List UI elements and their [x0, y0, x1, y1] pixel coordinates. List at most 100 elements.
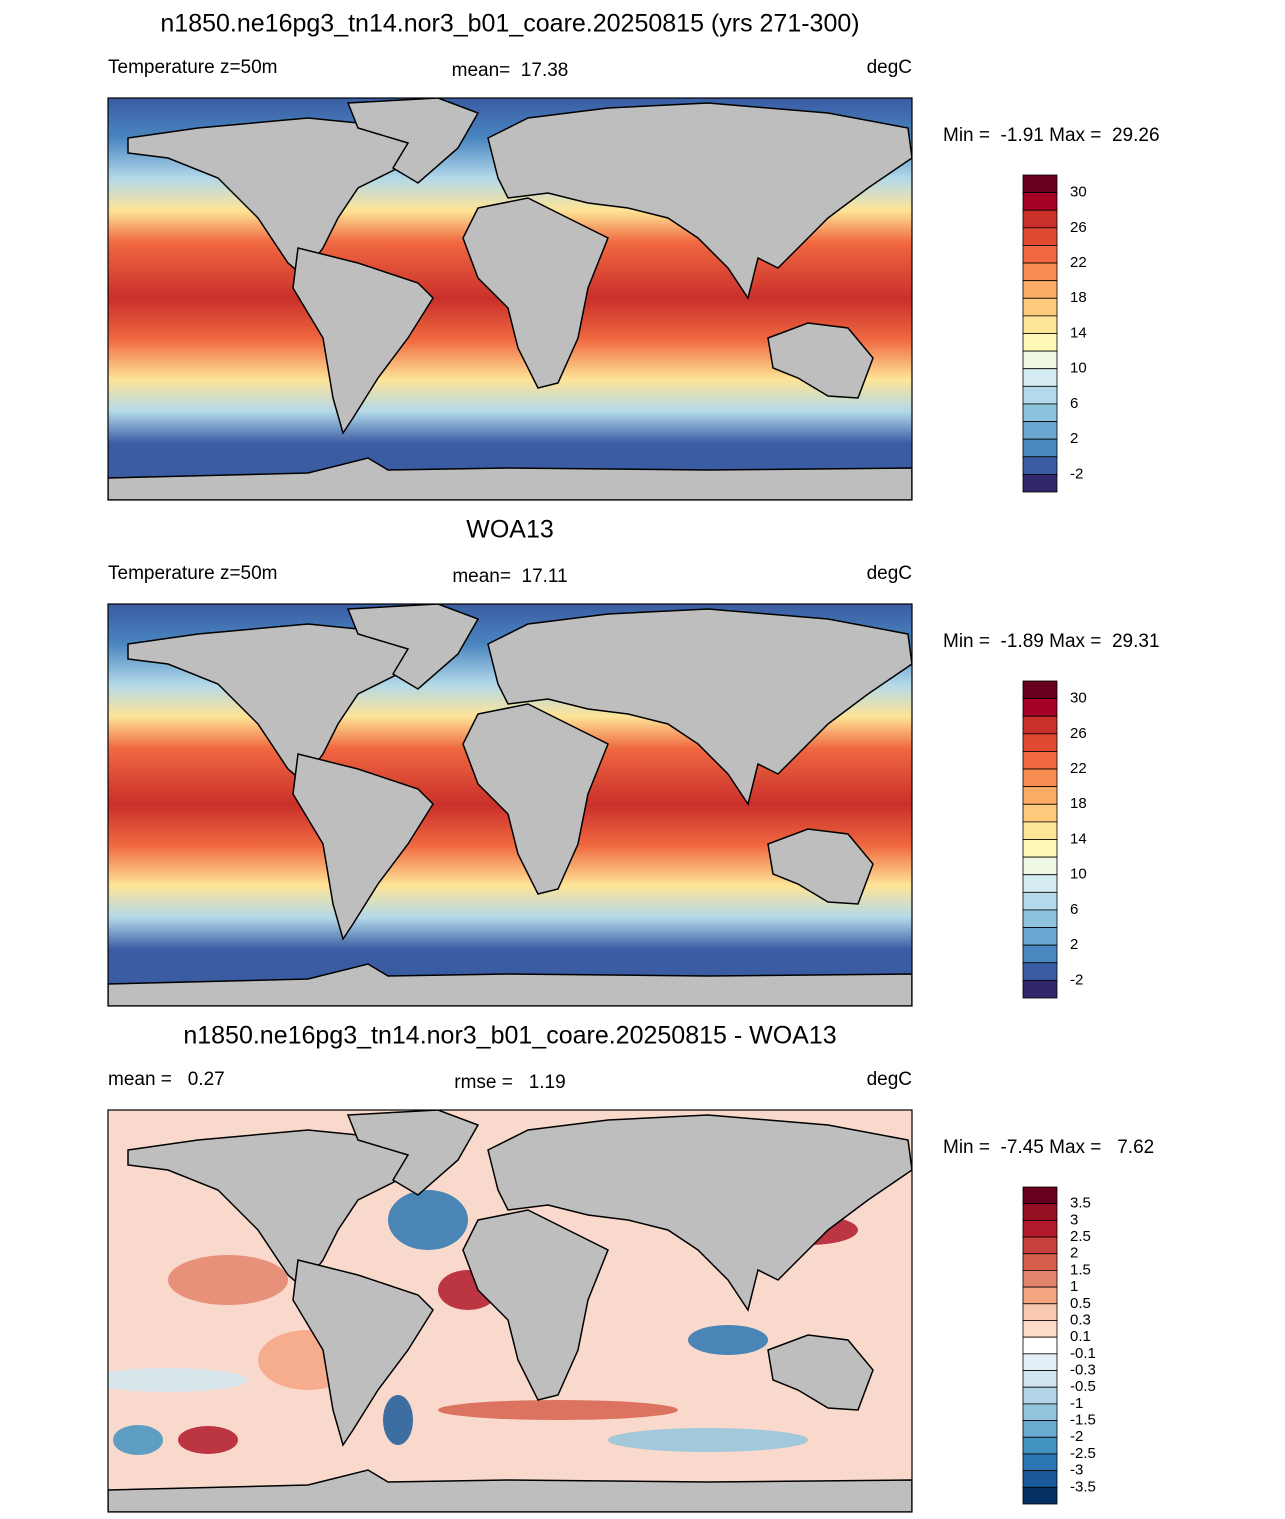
colorbar-box — [1022, 368, 1058, 387]
colorbar-box — [1022, 403, 1058, 422]
colorbar-label: 30 — [1070, 184, 1087, 201]
colorbar-box — [1022, 473, 1058, 493]
colorbar-box — [1022, 1386, 1058, 1405]
colorbar-box — [1022, 1420, 1058, 1438]
colorbar-label: 14 — [1070, 324, 1087, 341]
anomaly-area — [388, 1190, 468, 1250]
panel-title: n1850.ne16pg3_tn14.nor3_b01_coare.202508… — [160, 10, 859, 38]
colorbar-label: 1 — [1070, 1278, 1078, 1295]
colorbar-box — [1022, 1470, 1058, 1488]
colorbar-box — [1022, 786, 1058, 805]
colorbar-box — [1022, 350, 1058, 370]
colorbar-label: 6 — [1070, 395, 1078, 412]
colorbar-box — [1022, 1436, 1058, 1455]
center-label: mean= 17.38 — [452, 60, 569, 81]
colorbar-label: 6 — [1070, 901, 1078, 918]
colorbar-box — [1022, 385, 1058, 405]
colorbar-label: -2 — [1070, 465, 1083, 482]
colorbar-label: -3.5 — [1070, 1478, 1096, 1495]
colorbar-label: 3 — [1070, 1211, 1078, 1228]
colorbar-label: 0.3 — [1070, 1311, 1091, 1328]
colorbar-box — [1022, 751, 1058, 770]
colorbar-box — [1022, 1186, 1058, 1205]
colorbar-box — [1022, 245, 1058, 264]
colorbar-label: 30 — [1070, 690, 1087, 707]
colorbar-box — [1022, 1453, 1058, 1472]
colorbar-box — [1022, 680, 1058, 700]
colorbar-label: 26 — [1070, 725, 1087, 742]
colorbar-label: 1.5 — [1070, 1261, 1091, 1278]
colorbar-label: -0.5 — [1070, 1378, 1096, 1395]
colorbar-box — [1022, 262, 1058, 282]
right-label: degC — [867, 563, 912, 584]
colorbar-label: 2.5 — [1070, 1228, 1091, 1245]
colorbar-box — [1022, 944, 1058, 964]
colorbar-label: 2 — [1070, 1245, 1078, 1262]
anomaly-area — [178, 1426, 238, 1454]
colorbar-label: -0.1 — [1070, 1345, 1096, 1362]
range-label: Min = -7.45 Max = 7.62 — [943, 1137, 1154, 1158]
colorbar-box — [1022, 1236, 1058, 1255]
center-label: rmse = 1.19 — [454, 1072, 565, 1093]
colorbar-label: -2 — [1070, 971, 1083, 988]
colorbar-label: -3 — [1070, 1462, 1083, 1479]
colorbar-label: -1.5 — [1070, 1412, 1096, 1429]
map-frame — [107, 1109, 913, 1513]
colorbar-label: 22 — [1070, 254, 1087, 271]
colorbar-box — [1022, 1403, 1058, 1421]
colorbar-box — [1022, 891, 1058, 911]
colorbar-label: 18 — [1070, 795, 1087, 812]
colorbar-label: 2 — [1070, 936, 1078, 953]
colorbar-label: 3.5 — [1070, 1195, 1091, 1212]
colorbar-box — [1022, 1353, 1058, 1371]
colorbar-box — [1022, 297, 1058, 317]
colorbar-box — [1022, 1270, 1058, 1288]
colorbar-box — [1022, 315, 1058, 334]
colorbar-label: 22 — [1070, 760, 1087, 777]
right-label: degC — [867, 57, 912, 78]
colorbar-box — [1022, 821, 1058, 840]
colorbar-box — [1022, 839, 1058, 858]
colorbar-box — [1022, 174, 1058, 194]
colorbar-box — [1022, 1370, 1058, 1388]
colorbar-label: 0.5 — [1070, 1295, 1091, 1312]
map-frame — [107, 603, 913, 1007]
colorbar-box — [1022, 280, 1058, 299]
range-label: Min = -1.91 Max = 29.26 — [943, 125, 1160, 146]
range-label: Min = -1.89 Max = 29.31 — [943, 631, 1160, 652]
colorbar-label: 18 — [1070, 289, 1087, 306]
map — [108, 604, 912, 1006]
colorbar-box — [1022, 438, 1058, 458]
right-label: degC — [867, 1069, 912, 1090]
colorbar-box — [1022, 874, 1058, 893]
colorbar-box — [1022, 1303, 1058, 1321]
colorbar-box — [1022, 209, 1058, 229]
colorbar-label: 2 — [1070, 430, 1078, 447]
anomaly-area — [168, 1255, 288, 1305]
colorbar-box — [1022, 909, 1058, 928]
colorbar-box — [1022, 421, 1058, 440]
colorbar-box — [1022, 1486, 1058, 1505]
left-label: Temperature z=50m — [108, 57, 278, 78]
anomaly-area — [438, 1400, 678, 1420]
colorbar-label: 10 — [1070, 866, 1087, 883]
panel-title: n1850.ne16pg3_tn14.nor3_b01_coare.202508… — [183, 1022, 836, 1050]
map — [108, 98, 912, 500]
anomaly-area — [113, 1425, 163, 1455]
colorbar-box — [1022, 715, 1058, 735]
left-label: Temperature z=50m — [108, 563, 278, 584]
colorbar-box — [1022, 962, 1058, 981]
colorbar-box — [1022, 698, 1058, 717]
colorbar-label: -1 — [1070, 1395, 1083, 1412]
anomaly-area — [608, 1428, 808, 1452]
colorbar-box — [1022, 856, 1058, 876]
colorbar-box — [1022, 733, 1058, 752]
colorbar-box — [1022, 192, 1058, 211]
colorbar-label: 0.1 — [1070, 1328, 1091, 1345]
colorbar-box — [1022, 1253, 1058, 1271]
colorbar-box — [1022, 456, 1058, 475]
colorbar-box — [1022, 979, 1058, 999]
colorbar-box — [1022, 927, 1058, 946]
panel-title: WOA13 — [466, 516, 554, 544]
